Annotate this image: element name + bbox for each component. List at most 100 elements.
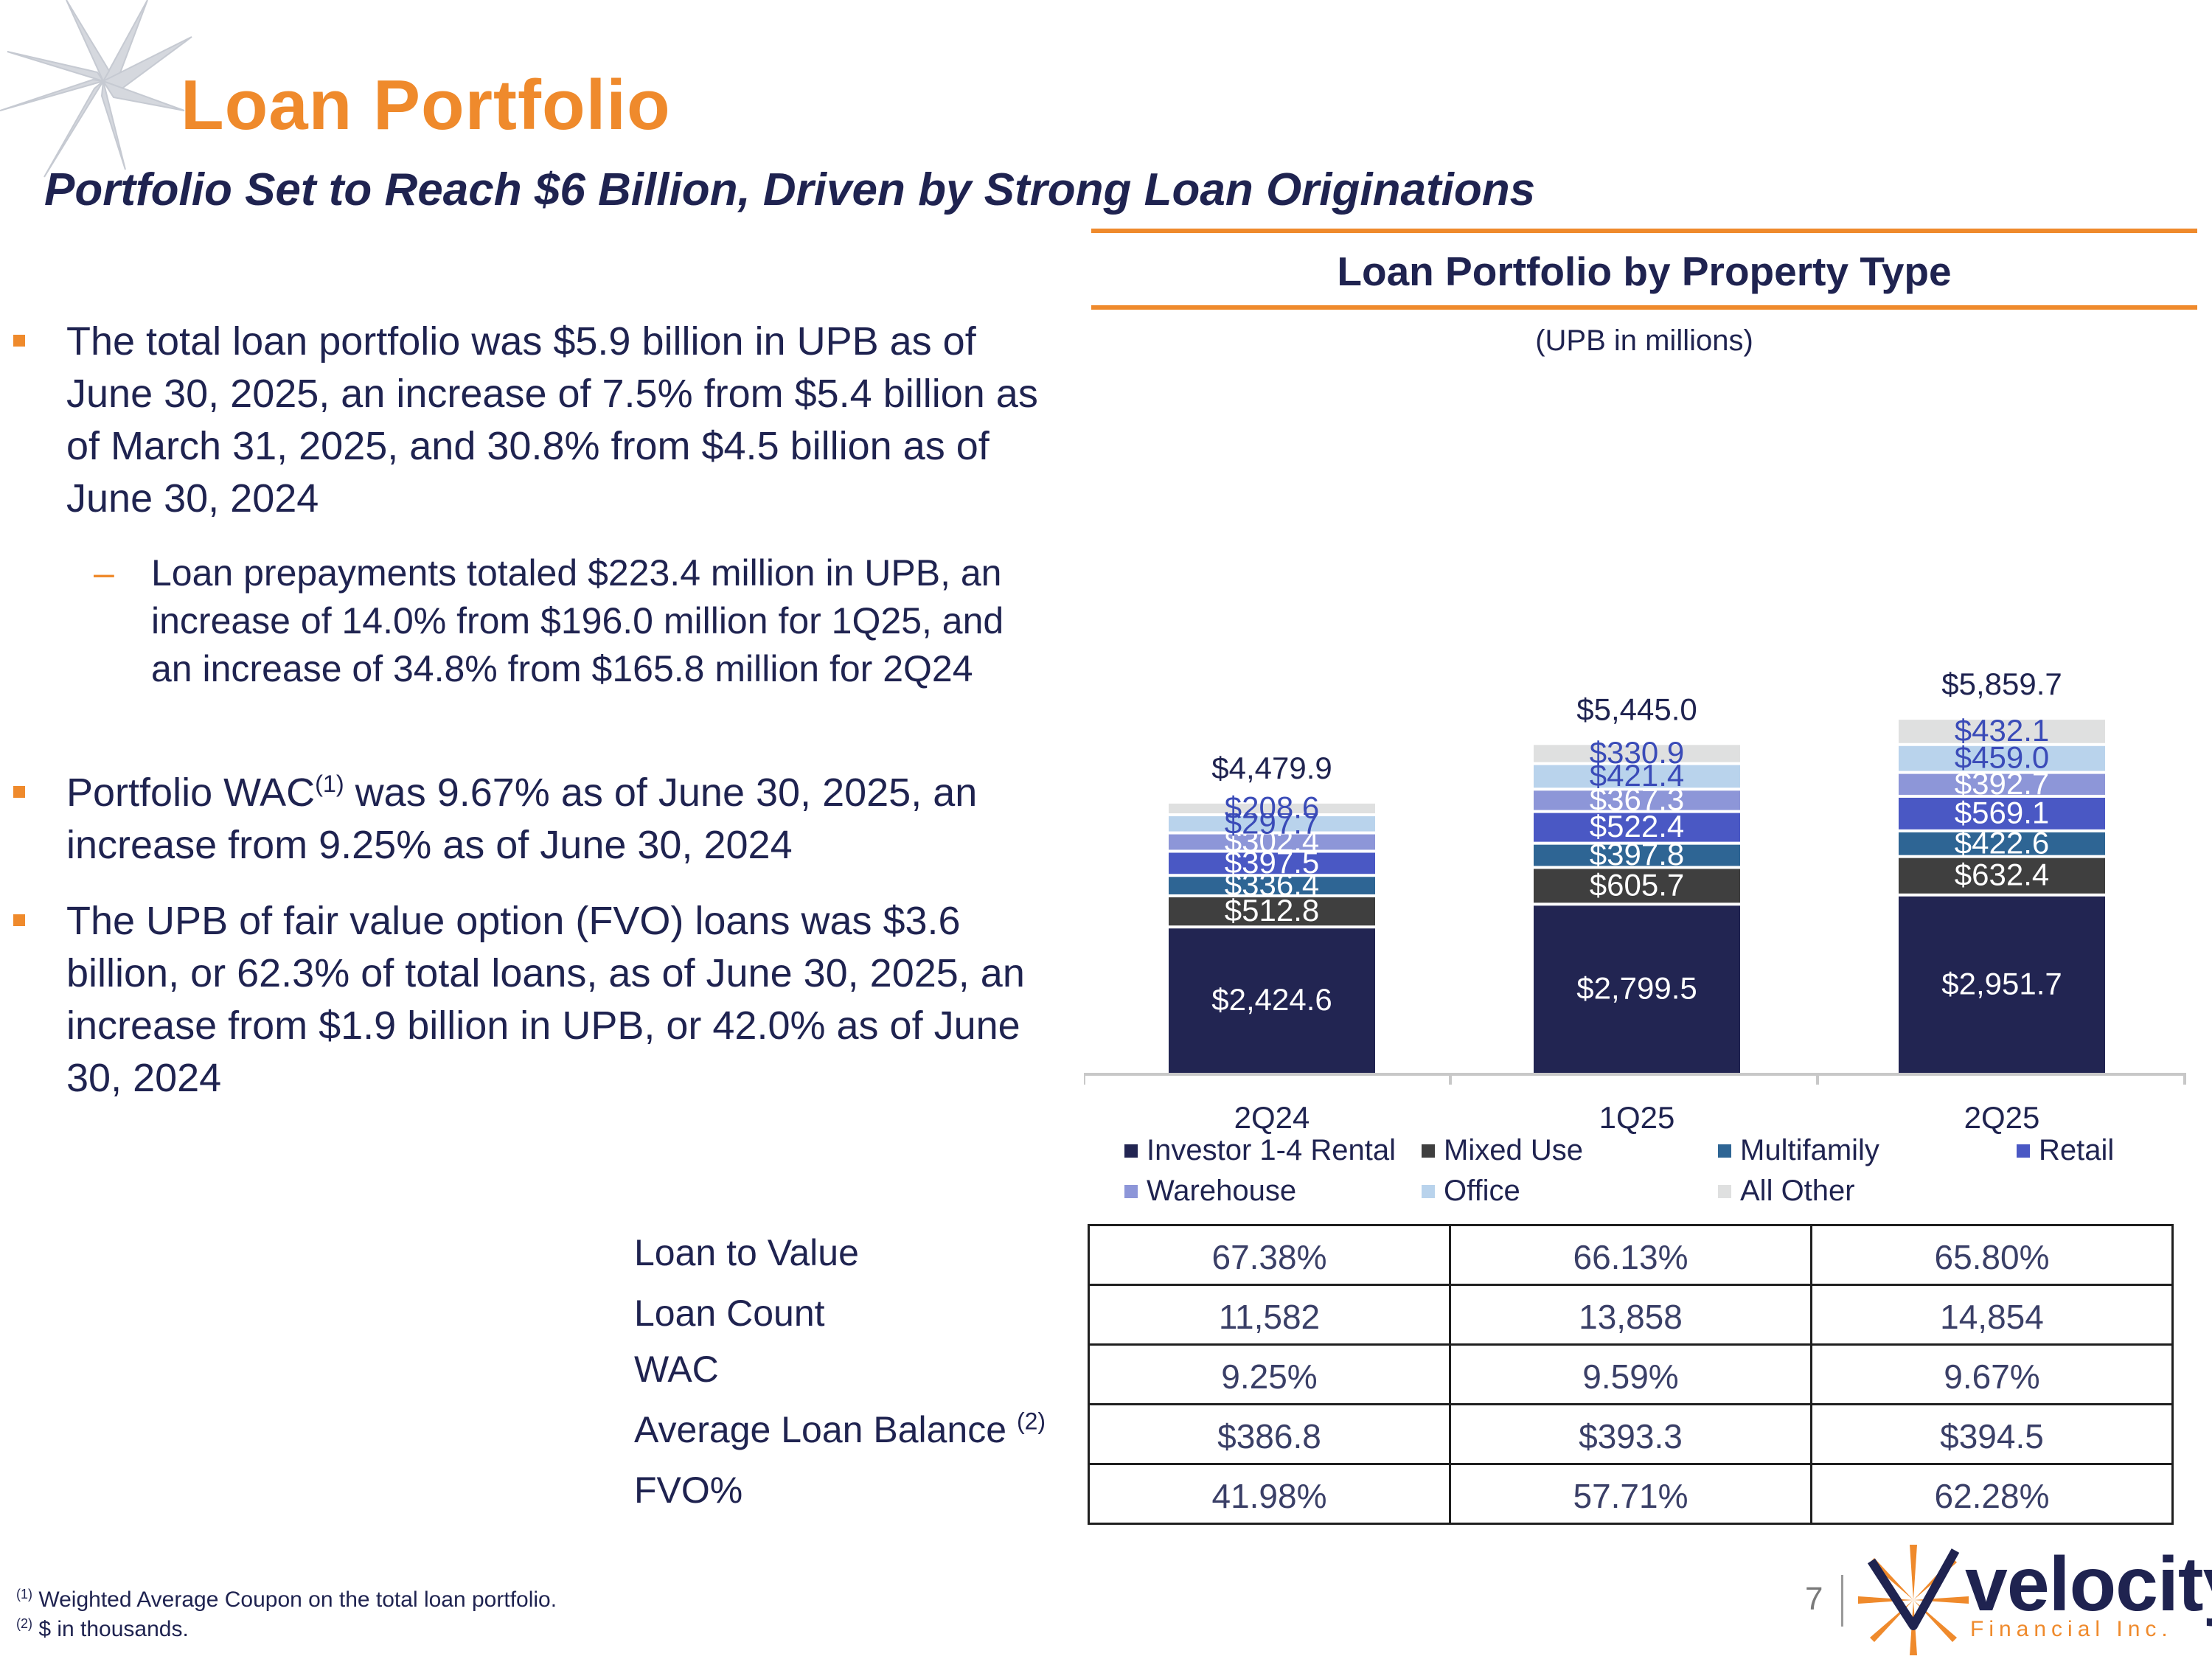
bar-segment-multifamily <box>1899 832 2105 855</box>
data-label: $2,951.7 <box>1941 966 2062 1001</box>
bar-segment-retail <box>1899 797 2105 830</box>
legend-swatch <box>1718 1184 1731 1198</box>
bar-segment-warehouse <box>1899 773 2105 795</box>
table-cell: 13,858 <box>1449 1284 1812 1346</box>
chart-heading-bottom-rule <box>1091 305 2197 310</box>
legend-item-warehouse: Warehouse <box>1124 1175 1296 1208</box>
bar-segment-warehouse <box>1169 834 1375 850</box>
table-cell: 9.67% <box>1810 1343 2174 1405</box>
data-label: $569.1 <box>1955 795 2049 830</box>
metric-label-text: Average Loan Balance <box>634 1409 1007 1450</box>
table-cell: 41.98% <box>1088 1463 1451 1525</box>
table-cell: 62.28% <box>1810 1463 2174 1525</box>
bullet-portfolio-wac: Portfolio WAC(1) was 9.67% as of June 30… <box>13 767 1047 872</box>
table-cell: $394.5 <box>1810 1403 2174 1465</box>
legend-label: Retail <box>2039 1134 2115 1166</box>
data-label: $392.7 <box>1955 766 2049 801</box>
table-row: 41.98% 57.71% 62.28% <box>1088 1463 2174 1525</box>
legend-item-office: Office <box>1422 1175 1520 1208</box>
legend-item-investor-rental: Investor 1-4 Rental <box>1124 1134 1396 1167</box>
bar-segment-office <box>1169 816 1375 832</box>
bar-segment-office <box>1899 745 2105 771</box>
footnote-text: $ in thousands. <box>32 1617 189 1641</box>
sub-bullet-text: Loan prepayments totaled $223.4 million … <box>151 552 1004 689</box>
metric-label-avg-balance: Average Loan Balance (2) <box>634 1408 1046 1451</box>
bar-segment-retail <box>1534 813 1740 842</box>
footnote-ref: (1) <box>315 771 344 797</box>
footnote-mark: (2) <box>16 1616 32 1631</box>
data-label: $422.6 <box>1955 825 2049 860</box>
data-label: $2,799.5 <box>1576 971 1697 1006</box>
bullet-marker <box>13 335 25 347</box>
metrics-table: 67.38% 66.13% 65.80% 11,582 13,858 14,85… <box>1088 1224 2174 1525</box>
legend-swatch <box>1422 1184 1435 1198</box>
table-cell: 11,582 <box>1088 1284 1451 1346</box>
data-label: $512.8 <box>1225 893 1319 928</box>
table-cell: 14,854 <box>1810 1284 2174 1346</box>
legend-label: All Other <box>1740 1175 1855 1207</box>
metric-label-loan-count: Loan Count <box>634 1293 825 1334</box>
table-cell: 66.13% <box>1449 1224 1812 1286</box>
table-cell: 67.38% <box>1088 1224 1451 1286</box>
bar-segment-investor-1-4-rental <box>1534 905 1740 1073</box>
page-number-divider <box>1841 1575 1843 1627</box>
legend-label: Mixed Use <box>1444 1134 1583 1166</box>
stacked-bar-chart: $2,424.6$512.8$336.4$397.5$302.4$297.7$2… <box>1084 667 2186 1135</box>
bullet-text: The total loan portfolio was $5.9 billio… <box>66 319 1038 521</box>
legend-swatch <box>1124 1184 1138 1198</box>
footnote-text: Weighted Average Coupon on the total loa… <box>32 1587 557 1612</box>
dash-marker: – <box>94 552 114 594</box>
table-row: 11,582 13,858 14,854 <box>1088 1284 2174 1346</box>
table-cell: 9.25% <box>1088 1343 1451 1405</box>
total-label: $5,445.0 <box>1576 692 1697 726</box>
bullet-marker <box>13 786 25 798</box>
legend-swatch <box>1422 1144 1435 1158</box>
logo-wordmark: velocity <box>1965 1542 2212 1627</box>
bullet-fvo-loans: The UPB of fair value option (FVO) loans… <box>13 895 1047 1105</box>
bar-segment-multifamily <box>1169 877 1375 894</box>
total-label: $5,859.7 <box>1941 667 2062 701</box>
chart-heading-top-rule <box>1091 229 2197 233</box>
logo-tagline: Financial Inc. <box>1970 1617 2173 1641</box>
table-cell: $393.3 <box>1449 1403 1812 1465</box>
table-cell: $386.8 <box>1088 1403 1451 1465</box>
bar-segment-investor-1-4-rental <box>1899 896 2105 1073</box>
page-subtitle: Portfolio Set to Reach $6 Billion, Drive… <box>44 164 1536 215</box>
data-label: $330.9 <box>1590 735 1684 770</box>
bar-segment-retail <box>1169 852 1375 874</box>
table-cell: 65.80% <box>1810 1224 2174 1286</box>
x-tick-label: 1Q25 <box>1599 1100 1675 1135</box>
bullet-total-portfolio: The total loan portfolio was $5.9 billio… <box>13 316 1047 525</box>
legend-label: Warehouse <box>1147 1175 1297 1207</box>
metric-label-fvo: FVO% <box>634 1470 743 1511</box>
bar-segment-all-other <box>1534 745 1740 762</box>
bar-segment-mixed-use <box>1899 858 2105 894</box>
legend-item-multifamily: Multifamily <box>1718 1134 1879 1167</box>
legend-label: Multifamily <box>1740 1134 1879 1166</box>
page-title: Loan Portfolio <box>181 66 671 145</box>
metric-label-ltv: Loan to Value <box>634 1232 859 1273</box>
x-tick-label: 2Q25 <box>1964 1100 2040 1135</box>
decorative-star-graphic <box>0 0 192 178</box>
legend-swatch <box>1124 1144 1138 1158</box>
legend-item-mixed-use: Mixed Use <box>1422 1134 1583 1167</box>
data-label: $522.4 <box>1590 809 1684 844</box>
bar-segment-warehouse <box>1534 790 1740 810</box>
data-label: $2,424.6 <box>1211 982 1332 1017</box>
chart-units-note: (UPB in millions) <box>1535 324 1753 357</box>
footnote-2: (2) $ in thousands. <box>16 1617 189 1642</box>
table-cell: 57.71% <box>1449 1463 1812 1525</box>
data-label: $397.8 <box>1590 837 1684 872</box>
data-label: $605.7 <box>1590 867 1684 902</box>
bullet-text-a: Portfolio WAC <box>66 771 316 815</box>
bar-segment-mixed-use <box>1169 897 1375 926</box>
bar-segment-investor-1-4-rental <box>1169 928 1375 1073</box>
page-number: 7 <box>1805 1581 1823 1617</box>
data-label: $459.0 <box>1955 740 2049 775</box>
data-label: $421.4 <box>1590 758 1684 793</box>
legend-label: Investor 1-4 Rental <box>1147 1134 1396 1166</box>
bar-segment-multifamily <box>1534 844 1740 866</box>
table-cell: 9.59% <box>1449 1343 1812 1405</box>
bullet-marker <box>13 914 25 926</box>
sub-bullet-prepayments: – Loan prepayments totaled $223.4 millio… <box>94 549 1051 693</box>
